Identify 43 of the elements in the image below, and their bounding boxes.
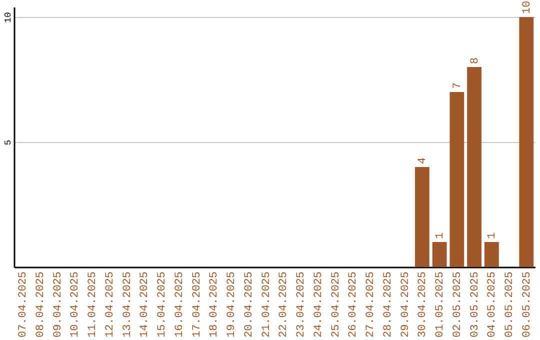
x-tick-label: 23.04.2025 <box>296 272 308 338</box>
x-tick-label: 14.04.2025 <box>139 272 152 338</box>
x-tick-label: 16.04.2025 <box>174 272 186 338</box>
bar <box>467 67 482 267</box>
x-tick-label: 02.05.2025 <box>452 272 464 338</box>
bar <box>432 242 447 267</box>
x-tick-label: 18.04.2025 <box>208 272 221 338</box>
x-tick-label: 08.04.2025 <box>34 272 47 338</box>
x-tick-label: 22.04.2025 <box>278 272 290 338</box>
x-tick-label: 26.04.2025 <box>348 272 360 338</box>
x-tick-label: 01.05.2025 <box>434 272 447 338</box>
data-label: 7 <box>452 82 464 89</box>
x-tick-label: 25.04.2025 <box>330 272 342 338</box>
x-tick-label: 20.04.2025 <box>243 272 256 338</box>
data-label: 1 <box>486 232 499 239</box>
x-tick-label: 03.05.2025 <box>469 272 482 338</box>
x-tick-label: 12.04.2025 <box>104 272 116 338</box>
x-tick-label: 09.04.2025 <box>52 272 64 338</box>
x-tick-label: 04.05.2025 <box>486 272 499 338</box>
bar <box>519 17 534 267</box>
x-tick-label: 17.04.2025 <box>191 272 204 338</box>
x-tick-label: 10.04.2025 <box>70 272 82 338</box>
x-tick-label: 06.05.2025 <box>521 272 534 338</box>
x-tick-label: 05.05.2025 <box>504 272 516 338</box>
x-tick-label: 30.04.2025 <box>417 272 430 338</box>
x-tick-label: 13.04.2025 <box>122 272 134 338</box>
x-tick-label: 21.04.2025 <box>260 272 273 338</box>
x-tick-label: 07.04.2025 <box>18 272 30 338</box>
x-tick-label: 29.04.2025 <box>400 272 412 338</box>
x-tick-label: 15.04.2025 <box>156 272 169 338</box>
bar <box>414 167 430 267</box>
y-tick-label: 5 <box>4 140 14 146</box>
x-tick-label: 28.04.2025 <box>382 272 394 338</box>
bar <box>450 92 464 267</box>
x-tick-label: 11.04.2025 <box>87 272 100 338</box>
data-label: 4 <box>417 157 430 164</box>
x-tick-label: 19.04.2025 <box>226 272 238 338</box>
bar <box>484 242 499 267</box>
x-tick-label: 27.04.2025 <box>365 272 378 338</box>
x-tick-label: 24.04.2025 <box>312 272 325 338</box>
data-label: 1 <box>434 232 447 239</box>
data-label: 10 <box>521 0 534 14</box>
data-label: 8 <box>469 57 482 64</box>
